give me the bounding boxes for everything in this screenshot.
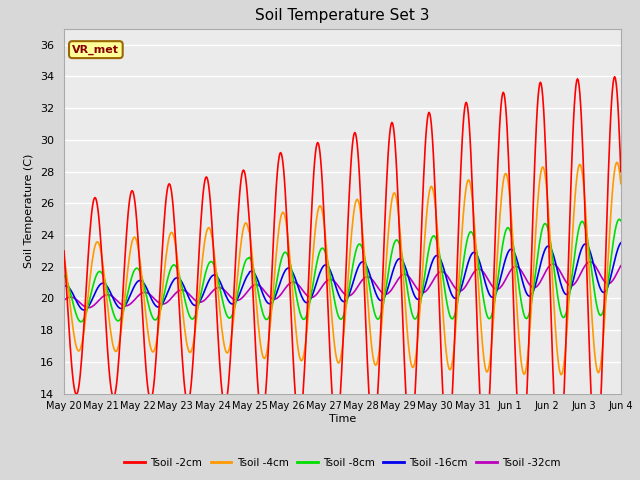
Legend: Tsoil -2cm, Tsoil -4cm, Tsoil -8cm, Tsoil -16cm, Tsoil -32cm: Tsoil -2cm, Tsoil -4cm, Tsoil -8cm, Tsoi… [120,454,564,472]
Text: VR_met: VR_met [72,45,119,55]
X-axis label: Time: Time [329,414,356,424]
Title: Soil Temperature Set 3: Soil Temperature Set 3 [255,9,429,24]
Y-axis label: Soil Temperature (C): Soil Temperature (C) [24,154,35,268]
